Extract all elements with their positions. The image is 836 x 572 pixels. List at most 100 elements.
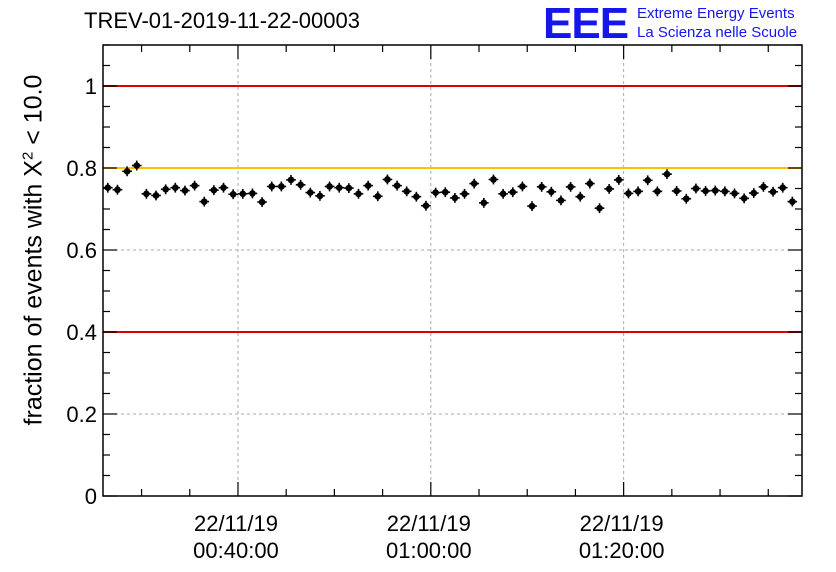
marker (567, 183, 574, 191)
data-point (151, 190, 161, 201)
y-tick-label: 0 (85, 484, 97, 509)
marker (509, 188, 517, 196)
marker (162, 186, 169, 193)
data-point (700, 186, 711, 196)
data-point (237, 188, 248, 199)
y-axis-label-prefix: fraction of events with X (19, 160, 48, 426)
marker (576, 193, 584, 200)
data-point (691, 183, 701, 194)
plot-frame (102, 44, 803, 497)
x-tick-label-time: 01:00:00 (386, 538, 472, 563)
data-point (363, 180, 373, 191)
data-point (517, 181, 528, 192)
marker (769, 188, 777, 196)
data-point (556, 195, 566, 206)
data-point (131, 160, 142, 171)
marker (152, 192, 160, 199)
data-point (421, 200, 431, 211)
data-point (642, 175, 653, 186)
logo-caption: Extreme Energy Events La Scienza nelle S… (637, 4, 797, 42)
data-point (488, 174, 499, 185)
data-points (103, 160, 798, 214)
data-point (613, 174, 624, 185)
data-point (450, 193, 460, 203)
marker (258, 198, 266, 206)
axes-ticks: 00.20.40.60.8122/11/1900:40:0022/11/1901… (66, 44, 802, 563)
data-point (189, 180, 200, 191)
marker (750, 189, 758, 197)
marker (605, 185, 613, 193)
marker (779, 184, 787, 191)
marker (374, 192, 382, 200)
data-point (527, 201, 537, 212)
marker (596, 204, 603, 212)
marker (133, 162, 141, 169)
marker (306, 189, 314, 196)
data-point (209, 185, 219, 196)
marker (451, 194, 459, 202)
data-point (228, 189, 238, 200)
marker (519, 183, 526, 190)
marker (615, 176, 623, 184)
data-point (170, 182, 181, 193)
marker (625, 190, 632, 197)
marker (422, 202, 430, 210)
data-point (334, 182, 345, 193)
marker (326, 183, 333, 190)
data-point (353, 188, 364, 199)
x-tick-label-date: 22/11/19 (580, 511, 664, 536)
data-point (729, 188, 740, 199)
logo-line-1: Extreme Energy Events (637, 5, 795, 22)
marker (229, 190, 237, 198)
data-point (536, 181, 547, 192)
data-point (276, 181, 287, 192)
marker (702, 187, 709, 195)
data-point (459, 188, 470, 199)
data-point (507, 187, 518, 198)
data-point (720, 186, 730, 197)
data-point (372, 191, 383, 202)
data-point (103, 182, 113, 193)
y-tick-label: 0.4 (66, 320, 97, 345)
data-point (479, 197, 489, 208)
y-axis-label: fraction of events with X2 < 10.0 (19, 75, 48, 426)
marker (143, 190, 150, 198)
data-point (401, 186, 412, 197)
data-point (112, 184, 123, 195)
marker (316, 192, 324, 200)
y-tick-label: 0.6 (66, 238, 97, 263)
data-point (768, 186, 778, 197)
marker (364, 182, 372, 189)
marker (200, 198, 208, 205)
y-axis-label-suffix: < 10.0 (19, 74, 48, 152)
data-point (575, 191, 586, 202)
data-point (671, 186, 682, 196)
marker (789, 198, 796, 205)
marker (557, 197, 565, 204)
marker (287, 176, 295, 184)
marker (104, 184, 112, 191)
marker (538, 183, 545, 191)
marker (393, 182, 401, 189)
data-point (565, 181, 576, 192)
marker (499, 190, 507, 198)
data-point (305, 187, 316, 198)
marker (181, 187, 189, 194)
data-point (218, 182, 229, 193)
x-tick-label-time: 01:20:00 (579, 538, 665, 563)
marker (123, 167, 131, 175)
data-point (787, 196, 798, 207)
marker (470, 180, 478, 187)
marker (345, 184, 353, 192)
marker (114, 186, 121, 194)
marker (461, 190, 468, 198)
page-title: TREV-01-2019-11-22-00003 (84, 8, 360, 33)
data-point (324, 181, 335, 192)
marker (413, 193, 420, 200)
data-point (257, 197, 267, 207)
marker (711, 187, 719, 194)
data-point (160, 184, 171, 195)
data-point (623, 188, 634, 199)
marker (663, 170, 671, 178)
y-axis-label-sup: 2 (19, 151, 37, 161)
